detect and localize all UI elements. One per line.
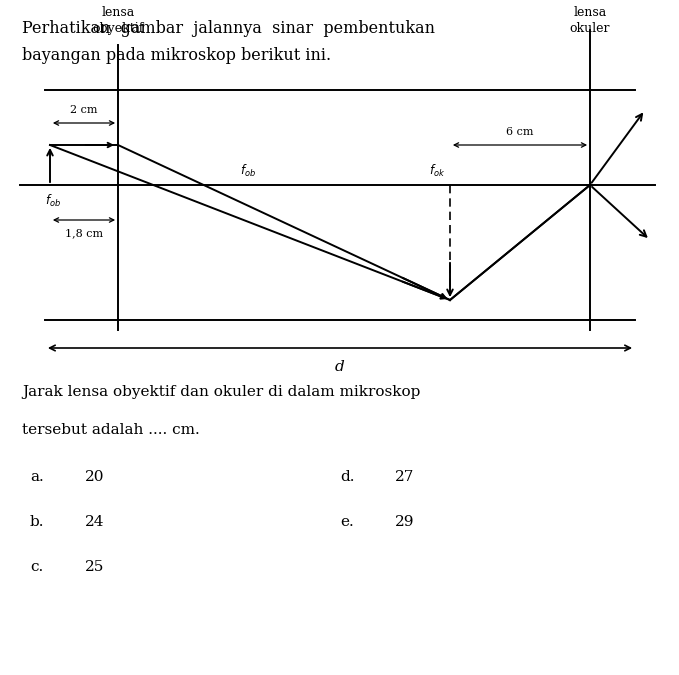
Text: $f_{ob}$: $f_{ob}$ — [240, 163, 256, 179]
Text: 27: 27 — [395, 470, 414, 484]
Text: tersebut adalah .... cm.: tersebut adalah .... cm. — [22, 423, 200, 437]
Text: d: d — [335, 360, 345, 374]
Text: lensa
okuler: lensa okuler — [570, 6, 610, 35]
Text: 1,8 cm: 1,8 cm — [65, 228, 103, 238]
Text: 25: 25 — [85, 560, 105, 574]
Text: a.: a. — [30, 470, 43, 484]
Text: $f_{ob}$: $f_{ob}$ — [45, 193, 61, 209]
Text: 29: 29 — [395, 515, 414, 529]
Text: 20: 20 — [85, 470, 105, 484]
Text: 2 cm: 2 cm — [70, 105, 98, 115]
Text: 24: 24 — [85, 515, 105, 529]
Text: Perhatikan  gambar  jalannya  sinar  pembentukan: Perhatikan gambar jalannya sinar pembent… — [22, 20, 435, 37]
Text: b.: b. — [30, 515, 45, 529]
Text: Jarak lensa obyektif dan okuler di dalam mikroskop: Jarak lensa obyektif dan okuler di dalam… — [22, 385, 420, 399]
Text: e.: e. — [340, 515, 354, 529]
Text: bayangan pada mikroskop berikut ini.: bayangan pada mikroskop berikut ini. — [22, 47, 331, 64]
Text: c.: c. — [30, 560, 43, 574]
Text: d.: d. — [340, 470, 354, 484]
Text: lensa
obyektif: lensa obyektif — [92, 6, 144, 35]
Text: $f_{ok}$: $f_{ok}$ — [428, 163, 445, 179]
Text: 6 cm: 6 cm — [507, 127, 534, 137]
